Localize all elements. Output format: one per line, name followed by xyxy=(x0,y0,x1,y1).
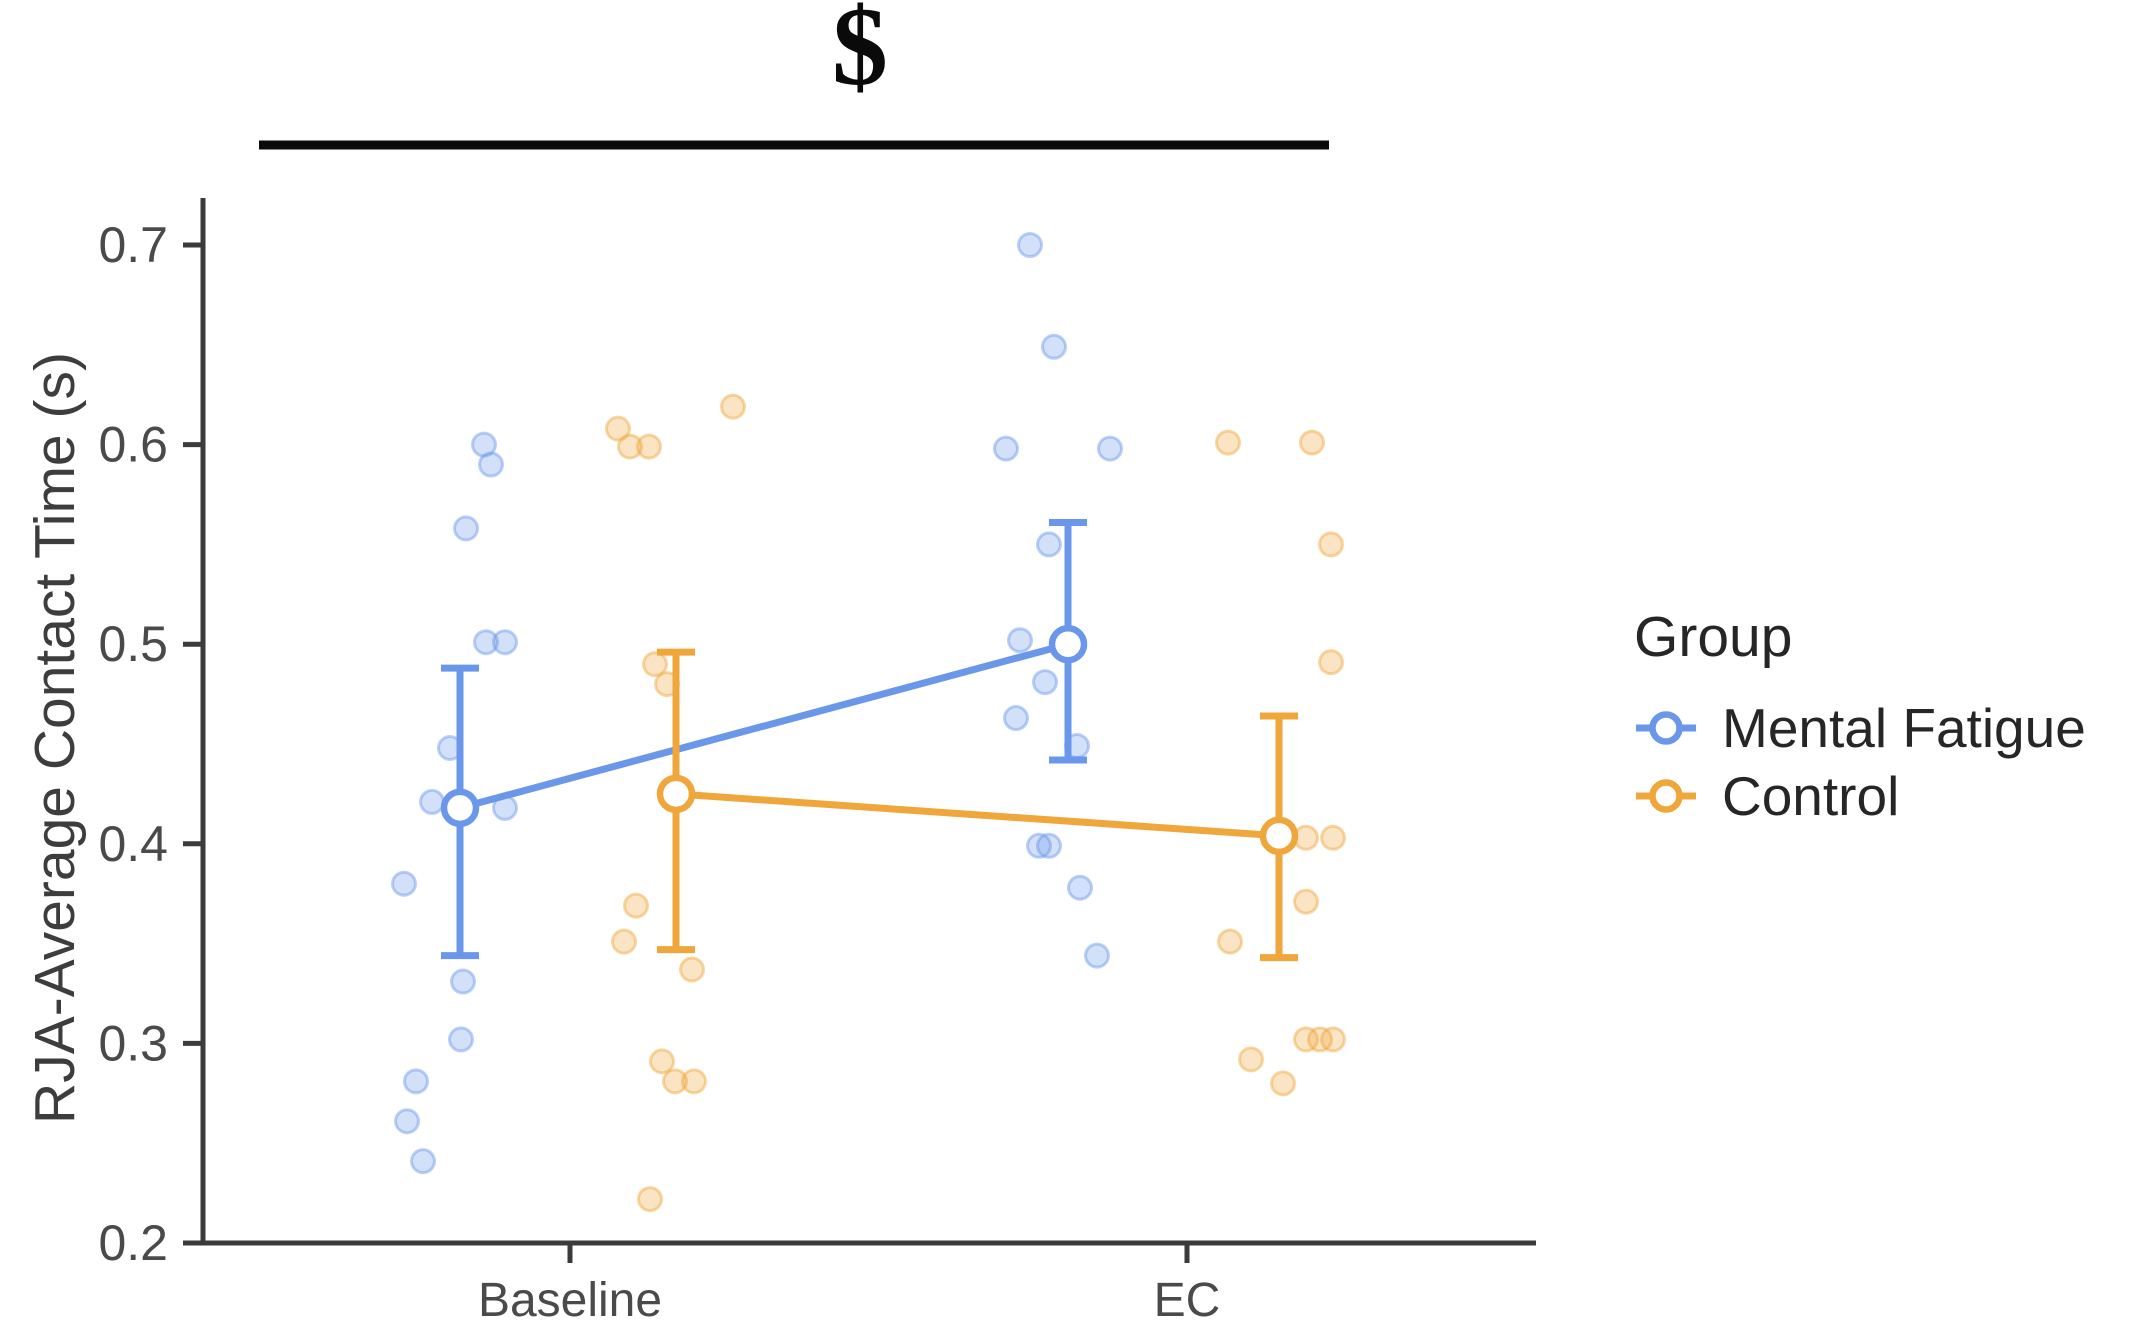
jitter-point xyxy=(403,1068,429,1095)
jitter-point xyxy=(1026,832,1052,859)
jitter-point xyxy=(1299,429,1325,456)
jitter-point xyxy=(720,393,746,420)
jitter-point xyxy=(636,433,662,460)
mean-marker xyxy=(440,788,480,828)
jitter-point xyxy=(1036,832,1062,859)
legend-key-icon xyxy=(1636,779,1696,813)
jitter-point xyxy=(478,451,504,478)
legend-entries: Mental Fatigue Control xyxy=(1634,696,2086,828)
jitter-point xyxy=(611,928,637,955)
legend-entry: Control xyxy=(1634,764,2086,828)
jitter-point xyxy=(617,433,643,460)
jitter-point xyxy=(1217,928,1243,955)
y-tick-label: 0.2 xyxy=(98,1215,168,1271)
jitter-point xyxy=(1320,824,1346,851)
y-tick-label: 0.7 xyxy=(98,217,168,273)
series-line xyxy=(459,640,1069,812)
jitter-point xyxy=(419,788,445,815)
jitter-point xyxy=(394,1108,420,1135)
y-tick-label: 0.3 xyxy=(98,1015,168,1071)
jitter-point xyxy=(450,968,476,995)
jitter-point xyxy=(1084,942,1110,969)
legend-key-icon xyxy=(1636,711,1696,745)
jitter-point xyxy=(473,629,499,656)
jitter-point xyxy=(1307,1026,1333,1053)
jitter-point xyxy=(637,1186,663,1213)
y-tick-label: 0.4 xyxy=(98,816,168,872)
legend-entry-label: Control xyxy=(1722,765,1900,827)
jitter-point xyxy=(605,415,631,442)
jitter-point xyxy=(492,629,518,656)
mean-marker xyxy=(1048,624,1088,664)
series-line xyxy=(675,790,1280,840)
legend-title: Group xyxy=(1634,605,1793,669)
jitter-point xyxy=(679,956,705,983)
jitter-point xyxy=(1238,1046,1264,1073)
jitter-point xyxy=(448,1026,474,1053)
jitter-point xyxy=(1293,888,1319,915)
significance-label: $ xyxy=(832,0,888,109)
jitter-point xyxy=(681,1068,707,1095)
legend-key-circle xyxy=(1649,711,1683,745)
x-tick-label: Baseline xyxy=(478,1274,662,1327)
mean-marker xyxy=(1259,816,1299,856)
jitter-point xyxy=(1036,531,1062,558)
y-axis-title: RJA-Average Contact Time (s) xyxy=(23,352,87,1124)
jitter-point xyxy=(649,1048,675,1075)
jitter-point xyxy=(1032,669,1058,696)
jitter-point xyxy=(623,892,649,919)
jitter-point xyxy=(1318,531,1344,558)
legend-entry: Mental Fatigue xyxy=(1634,696,2086,760)
y-tick-label: 0.5 xyxy=(98,616,168,672)
legend-entry-label: Mental Fatigue xyxy=(1722,697,2086,759)
jitter-point xyxy=(1293,1026,1319,1053)
jitter-point xyxy=(993,435,1019,462)
jitter-point xyxy=(642,651,668,678)
jitter-point xyxy=(1067,874,1093,901)
jitter-point xyxy=(391,870,417,897)
jitter-point xyxy=(1097,435,1123,462)
jitter-point xyxy=(453,515,479,542)
jitter-point xyxy=(410,1148,436,1175)
jitter-point xyxy=(1017,232,1043,258)
mean-marker xyxy=(656,774,696,814)
jitter-point xyxy=(1003,705,1029,732)
legend-key-circle xyxy=(1649,779,1683,813)
jitter-point xyxy=(1318,649,1344,676)
jitter-point xyxy=(662,1068,688,1095)
jitter-point xyxy=(1215,429,1241,456)
legend: Group Mental Fatigue Control xyxy=(1634,604,2086,828)
jitter-point xyxy=(1041,333,1067,360)
y-tick-label: 0.6 xyxy=(98,417,168,473)
jitter-point xyxy=(1270,1070,1296,1097)
jitter-point xyxy=(1007,627,1033,654)
x-tick-label: EC xyxy=(1154,1274,1221,1327)
jitter-point xyxy=(471,431,497,458)
jitter-point xyxy=(1320,1026,1346,1053)
